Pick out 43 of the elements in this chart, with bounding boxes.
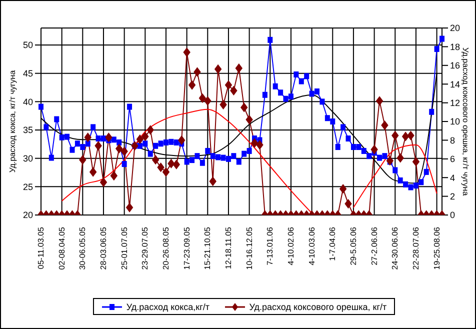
y-tick-label: 20 [22,210,33,220]
y2-tick-label: 8 [450,135,456,146]
x-tick-label: 05-11.03.05 [36,226,46,270]
x-tick-label: 12-18.11.05 [224,226,233,270]
y2-axis-title: Уд.расход коксового орешка, кг/т чугуна [461,47,470,196]
y-tick-label: 40 [22,96,33,107]
x-tick-label: 19-25.08.06 [432,226,442,270]
x-tick-label: 27-2.06.06 [370,226,379,266]
x-tick-label: 20-26.08.05 [161,226,170,270]
x-tick-label: 25-01.07.05 [120,226,129,270]
y-tick-label: 30 [22,154,33,164]
x-tick-label: 15-21.10.05 [203,226,212,270]
x-tick-label: 4-10.03.06 [307,226,316,266]
y-tick-label: 35 [22,125,33,136]
x-tick-label: 24-30.06.06 [390,226,400,270]
y2-tick-label: 6 [450,154,456,164]
x-tick-label: 1-7.04.06 [328,226,338,261]
x-tick-label: 10-16.12.05 [244,226,254,270]
x-tick-label: 4-10.02.06 [286,226,296,266]
y2-tick-label: 16 [450,60,460,71]
y2-tick-label: 0 [450,210,456,220]
y2-tick-label: 10 [450,116,460,127]
y2-tick-label: 12 [450,98,460,108]
x-tick-label: 23-29.07.05 [140,226,150,270]
y-tick-label: 25 [22,182,33,192]
y2-tick-label: 4 [450,172,456,183]
y-axis-title: Уд.расход кокса, кг/т чугуна [8,70,17,173]
x-tick-label: 29-5.05.06 [348,226,358,266]
x-tick-label: 28-03.06.05 [98,226,108,270]
y-tick-label: 45 [22,68,33,79]
y2-tick-label: 20 [450,23,460,34]
y2-tick-label: 2 [450,191,456,202]
x-tick-label: 17-23.09.05 [182,226,192,270]
legend-label: Уд.расход коксового орешка, кг/т [248,302,387,312]
legend-label: Уд.расход кокса,кг/т [125,302,210,312]
line-series [352,144,438,208]
y2-tick-label: 18 [450,42,460,52]
x-tick-label: 7-13.01.06 [266,226,275,266]
x-tick-label: 02-08.04.05 [57,226,66,270]
x-tick-label: 30-06.05.05 [78,226,88,270]
y-tick-label: 50 [22,40,33,50]
x-tick-label: 22-28.07.06 [411,226,420,270]
y2-tick-label: 14 [450,79,460,90]
